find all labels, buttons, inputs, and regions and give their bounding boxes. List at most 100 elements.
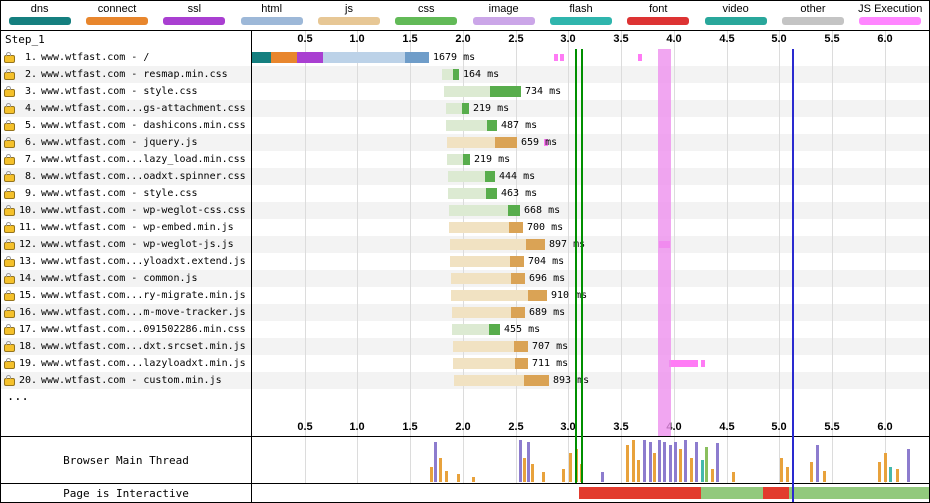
request-row-label[interactable]: 6. www.wtfast.com - jquery.js [1,134,251,151]
timescale-top: 0.5 1.0 1.5 2.0 2.5 3.0 3.5 4.0 4.5 5.0 5.5 6.0 [252,31,929,49]
request-row-label[interactable]: 10. www.wtfast.com - wp-weglot-css.css [1,202,251,219]
main-thread-activity-bar [674,442,677,482]
time-tick-label: 5.0 [771,33,787,45]
request-row-label[interactable]: 19. www.wtfast.com...lazyloadxt.min.js [1,355,251,372]
request-number: 5. [24,120,37,131]
waterfall-bar-segment [444,86,490,97]
waterfall-bar-segment [526,239,545,250]
request-url: www.wtfast.com...oadxt.spinner.css [41,171,246,182]
request-row-label[interactable]: 18. www.wtfast.com...dxt.srcset.min.js [1,338,251,355]
main-thread-activity-bar [439,458,442,482]
main-thread-activity-bar [705,447,708,482]
request-row[interactable]: 704 ms [252,253,929,270]
legend-swatch [240,17,303,25]
request-row-label[interactable]: 7. www.wtfast.com...lazy_load.min.css [1,151,251,168]
waterfall-bar-segment [454,375,524,386]
request-row[interactable]: 696 ms [252,270,929,287]
waterfall-bar-segment [252,52,271,63]
request-row[interactable]: 910 ms [252,287,929,304]
request-duration-label: 659 ms [521,137,558,148]
request-row-label[interactable]: 14. www.wtfast.com - common.js [1,270,251,287]
request-row-label[interactable]: 9. www.wtfast.com - style.css [1,185,251,202]
request-duration-label: 707 ms [532,341,569,352]
request-row[interactable]: 487 ms [252,117,929,134]
main-thread-activity-bar [823,471,826,482]
request-row-label[interactable]: 11. www.wtfast.com - wp-embed.min.js [1,219,251,236]
request-row-label[interactable]: 20. www.wtfast.com - custom.min.js [1,372,251,389]
request-row-label[interactable]: 16. www.wtfast.com...m-move-tracker.js [1,304,251,321]
request-duration-label: 696 ms [529,273,566,284]
legend-item-connect: connect [78,1,155,30]
request-duration-label: 164 ms [463,69,500,80]
request-row-label[interactable]: 8. www.wtfast.com...oadxt.spinner.css [1,168,251,185]
request-duration-label: 734 ms [525,86,562,97]
request-number: 8. [24,171,37,182]
main-thread-activity-bar [523,458,526,482]
request-number: 10. [18,205,37,216]
waterfall-bar-segment [453,341,514,352]
lock-icon [4,103,15,114]
lock-icon [4,256,15,267]
lock-icon [4,307,15,318]
waterfall-bar-segment [452,324,489,335]
request-row[interactable]: 659 ms [252,134,929,151]
legend-swatch [859,17,922,25]
waterfall-bar-segment [442,69,453,80]
waterfall-bar-segment [323,52,405,63]
request-row-label[interactable]: 5. www.wtfast.com - dashicons.min.css [1,117,251,134]
legend-item-label: connect [97,3,137,15]
request-number: 12. [18,239,37,250]
request-number: 11. [18,222,37,233]
main-thread-activity-bar [711,469,714,482]
request-number: 7. [24,154,37,165]
main-thread-activity-bar [907,449,910,482]
main-thread-activity-bar [658,440,661,482]
request-row[interactable]: 219 ms [252,100,929,117]
main-thread-track [252,436,929,483]
time-tick-label: 2.5 [508,421,524,433]
request-row[interactable]: 897 ms [252,236,929,253]
main-thread-activity-bar [716,443,719,482]
request-number: 15. [18,290,37,301]
time-tick-label: 5.0 [771,421,787,433]
request-row[interactable]: 700 ms [252,219,929,236]
lock-icon [4,188,15,199]
main-thread-activity-bar [601,472,604,482]
step-label: Step_1 [5,33,45,46]
lock-icon [4,273,15,284]
request-row[interactable]: 219 ms [252,151,929,168]
request-row[interactable]: 689 ms [252,304,929,321]
request-row-label[interactable]: 4. www.wtfast.com...gs-attachment.css [1,100,251,117]
request-row[interactable]: 734 ms [252,83,929,100]
request-row[interactable]: 455 ms [252,321,929,338]
time-tick-label: 5.5 [824,421,840,433]
request-row-label[interactable]: 13. www.wtfast.com...yloadxt.extend.js [1,253,251,270]
ellipsis-row[interactable]: ... [7,389,29,403]
request-number: 18. [18,341,37,352]
request-url: www.wtfast.com - common.js [41,273,198,284]
time-tick-label: 4.0 [666,33,682,45]
request-row[interactable]: 668 ms [252,202,929,219]
request-row[interactable]: 893 ms [252,372,929,389]
request-row[interactable]: 707 ms [252,338,929,355]
request-row-label[interactable]: 17. www.wtfast.com...091502286.min.css [1,321,251,338]
time-tick-label: 6.0 [877,33,893,45]
waterfall-bar-segment [508,205,520,216]
request-row-label[interactable]: 1. www.wtfast.com - / [1,49,251,66]
request-row[interactable]: 1679 ms [252,49,929,66]
lock-icon [4,239,15,250]
request-row[interactable]: 711 ms [252,355,929,372]
request-duration-label: 444 ms [499,171,536,182]
request-row-label[interactable]: 15. www.wtfast.com...ry-migrate.min.js [1,287,251,304]
time-tick-label: 1.0 [349,33,365,45]
request-url: www.wtfast.com - custom.min.js [41,375,222,386]
request-row-label[interactable]: 12. www.wtfast.com - wp-weglot-js.js [1,236,251,253]
request-row[interactable]: 444 ms [252,168,929,185]
request-row-label[interactable]: 2. www.wtfast.com - resmap.min.css [1,66,251,83]
request-row[interactable]: 164 ms [252,66,929,83]
request-duration-label: 910 ms [551,290,588,301]
request-row-label[interactable]: 3. www.wtfast.com - style.css [1,83,251,100]
request-row[interactable]: 463 ms [252,185,929,202]
lock-icon [4,324,15,335]
